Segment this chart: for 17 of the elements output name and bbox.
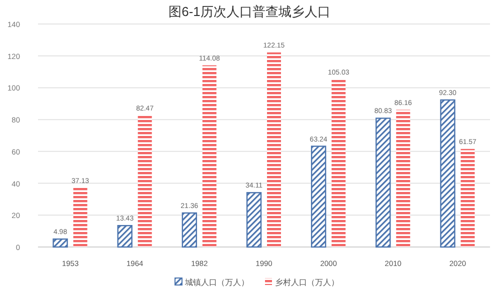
bar xyxy=(376,118,391,248)
bar xyxy=(267,52,281,247)
bar xyxy=(396,110,410,247)
bar xyxy=(440,99,456,248)
bar xyxy=(332,80,346,247)
bar xyxy=(73,188,88,247)
bar xyxy=(310,146,326,248)
bar xyxy=(182,212,198,248)
bar xyxy=(52,238,68,248)
legend-label: 乡村人口（万人） xyxy=(275,278,339,287)
bar xyxy=(460,148,475,247)
bar xyxy=(202,65,216,247)
chart-title: 图6-1历次人口普查城乡人口 xyxy=(168,4,330,19)
bar xyxy=(117,225,132,248)
bar xyxy=(138,116,152,247)
bar xyxy=(246,192,262,248)
legend-label: 城镇人口（万人） xyxy=(184,278,249,287)
